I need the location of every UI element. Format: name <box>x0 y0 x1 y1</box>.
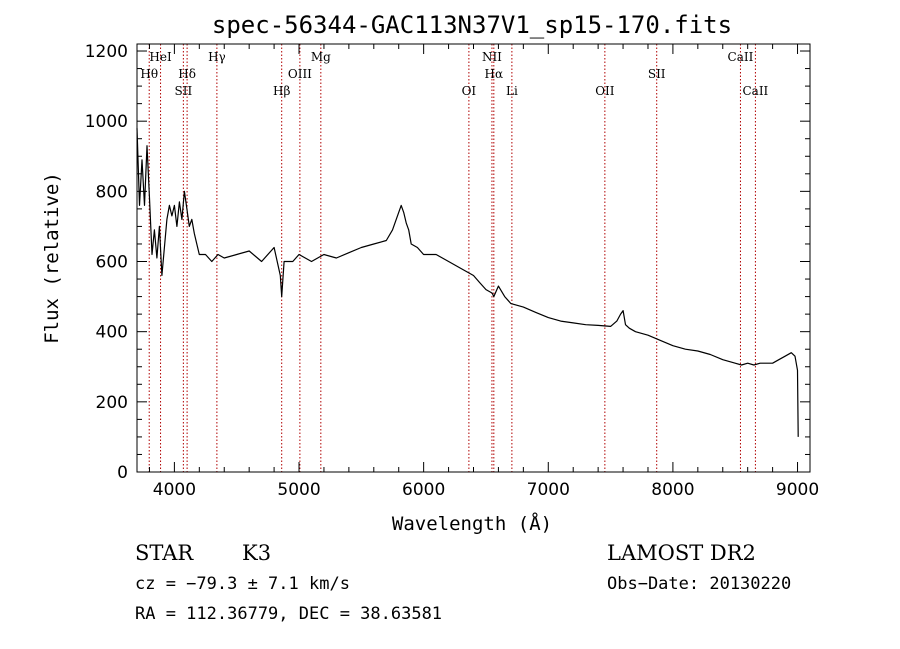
plot-frame <box>136 43 811 473</box>
line-label-3: Hδ <box>178 67 196 81</box>
obs-date: Obs−Date: 20130220 <box>607 574 791 594</box>
line-label-4: Hγ <box>208 50 226 64</box>
y-axis-label: Flux (relative) <box>41 172 63 344</box>
emission-line-markers <box>148 44 756 472</box>
line-label-15: CaII <box>742 84 768 98</box>
line-label-10: Hα <box>485 67 504 81</box>
line-label-8: OI <box>462 84 477 98</box>
y-tick-label-5: 1000 <box>85 112 128 132</box>
line-label-14: CaII <box>728 50 754 64</box>
x-tick-label-4: 8000 <box>651 480 694 500</box>
y-tick-label-1: 200 <box>96 393 128 413</box>
line-label-9: NII <box>482 50 502 64</box>
object-class: STAR <box>135 541 194 565</box>
chart-title: spec-56344-GAC113N37V1_sp15-170.fits <box>212 11 732 39</box>
y-tick-label-2: 400 <box>96 323 128 343</box>
line-label-11: Li <box>506 84 518 98</box>
survey-name: LAMOST DR2 <box>607 541 756 565</box>
line-label-13: SII <box>648 67 666 81</box>
line-label-6: OIII <box>288 67 312 81</box>
x-axis-label: Wavelength (Å) <box>392 512 552 535</box>
y-tick-label-3: 600 <box>96 253 128 273</box>
subclass: K3 <box>242 541 271 565</box>
line-label-1: HeI <box>149 50 172 64</box>
x-tick-label-5: 9000 <box>776 480 819 500</box>
line-label-0: Hθ <box>140 67 158 81</box>
line-label-5: Hβ <box>273 84 290 98</box>
redshift-cz: cz = −79.3 ± 7.1 km/s <box>135 574 350 594</box>
x-tick-label-2: 6000 <box>402 480 445 500</box>
y-tick-label-0: 0 <box>117 463 128 483</box>
y-tick-label-4: 800 <box>96 182 128 202</box>
y-axis: 0 200 400 600 800 1000 1200 <box>85 42 810 483</box>
spectrum-line <box>136 128 799 437</box>
x-tick-label-3: 7000 <box>527 480 570 500</box>
x-tick-label-0: 4000 <box>153 480 196 500</box>
y-tick-label-6: 1200 <box>85 42 128 62</box>
line-label-12: OII <box>595 84 615 98</box>
line-label-2: SII <box>175 84 193 98</box>
x-tick-label-1: 5000 <box>277 480 320 500</box>
x-axis: 4000 5000 6000 7000 8000 9000 <box>148 44 819 500</box>
coordinates: RA = 112.36779, DEC = 38.63581 <box>135 604 442 624</box>
line-label-7: Mg <box>311 50 331 64</box>
